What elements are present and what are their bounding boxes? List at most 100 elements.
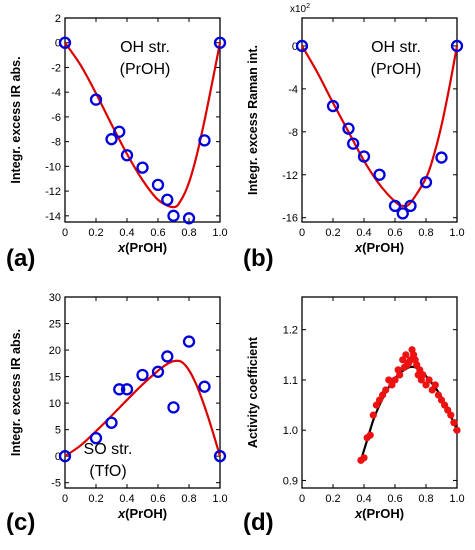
x-tick-label: 0.2: [325, 493, 340, 505]
data-point: [113, 125, 126, 138]
y-multiplier: x102: [290, 3, 310, 15]
data-point: [136, 368, 149, 382]
data-point: [198, 380, 211, 393]
x-tick-label: 0.4: [119, 227, 134, 239]
data-point: [404, 199, 417, 213]
fit-curve: [64, 359, 222, 458]
data-point: [402, 351, 410, 359]
data-point: [366, 431, 374, 439]
data-point: [167, 209, 180, 222]
data-point: [396, 207, 409, 220]
y-tick-label: 0: [55, 38, 61, 50]
chart-panel-1: 0 0.2 0.4 0.6 0.8 1.0 2 0 -2 -4 -6 -8 -10 -12 -14 Integ…: [6, 13, 228, 272]
y-axis-label: Activity coefficient: [246, 336, 260, 448]
data-point: [182, 212, 196, 225]
data-point: [360, 454, 368, 462]
data-point: [419, 176, 433, 189]
data-point: [58, 36, 72, 49]
x-axis-label: x(PrOH): [354, 240, 404, 255]
data-point: [89, 93, 103, 106]
data-point: [453, 426, 461, 434]
data-point: [382, 386, 390, 394]
data-point: [161, 193, 174, 206]
data-point: [295, 39, 309, 53]
data-point: [58, 450, 72, 463]
data-point: [105, 133, 118, 146]
x-tick-label: 0.6: [387, 227, 402, 239]
x-tick-label: 0.2: [88, 227, 103, 239]
x-tick-label: 0.4: [119, 493, 134, 505]
x-tick-label: 0.2: [325, 227, 340, 239]
x-tick-label: 0.4: [356, 227, 371, 239]
x-tick-label: 0: [299, 227, 305, 239]
data-point: [435, 151, 448, 164]
y-tick-label: 0.9: [283, 475, 298, 487]
x-tick-label: 0.6: [150, 227, 165, 239]
data-point: [447, 411, 455, 419]
chart-panel-2: 0 0.2 0.4 0.6 0.8 1.0 0 -4 -8 -12 -16 Integr. exces…: [243, 3, 465, 272]
data-point: [151, 178, 165, 192]
y-tick-label: 1.1: [283, 375, 298, 387]
data-point: [369, 411, 377, 419]
x-tick-label: 0.6: [150, 493, 165, 505]
data-point: [388, 199, 402, 213]
data-point: [136, 161, 149, 174]
y-axis-label: Integr. excess IR abs.: [9, 56, 23, 183]
plot-frame: [301, 296, 458, 489]
y-tick-label: 30: [49, 292, 61, 304]
x-tick-label: 1.0: [212, 227, 227, 239]
data-point: [151, 365, 165, 378]
y-tick-label: 25: [49, 319, 61, 331]
x-tick-label: 0.8: [181, 493, 196, 505]
data-point: [450, 39, 464, 53]
y-tick-label: -12: [45, 186, 61, 198]
y-tick-label: -5: [51, 478, 61, 490]
annotation-text: (PrOH): [120, 61, 171, 78]
x-tick-label: 0.8: [181, 227, 196, 239]
annotation-text: OH str.: [371, 39, 421, 56]
y-tick-label: 15: [49, 372, 61, 384]
data-point: [198, 134, 211, 147]
y-tick-label: -12: [282, 170, 298, 182]
y-tick-label: -14: [45, 211, 61, 223]
data-point: [450, 419, 458, 427]
plot-frame: [64, 17, 221, 223]
y-tick-label: 5: [55, 425, 61, 437]
data-point: [431, 381, 439, 389]
data-point: [346, 137, 360, 150]
data-point: [213, 450, 227, 463]
y-tick-label: -4: [288, 84, 298, 96]
y-tick-label: -4: [51, 87, 61, 99]
data-point: [357, 150, 371, 163]
data-point: [89, 431, 103, 445]
chart-panel-4: 0 0.2 0.4 0.6 0.8 1.0 0.9 1.0 1.1 1.2 Activity coe…: [243, 296, 465, 536]
x-tick-label: 1.0: [212, 493, 227, 505]
panel-label: (a): [6, 245, 35, 272]
x-tick-label: 0.8: [418, 493, 433, 505]
x-tick-label: 0: [299, 493, 305, 505]
y-tick-label: 1.2: [283, 325, 298, 337]
x-tick-label: 0.4: [356, 493, 371, 505]
annotation-text: (PrOH): [371, 61, 422, 78]
annotation-text: (TfO): [89, 463, 126, 480]
y-tick-label: -16: [282, 213, 298, 225]
data-point: [120, 383, 134, 396]
x-tick-label: 0.8: [418, 227, 433, 239]
x-tick-label: 0: [62, 227, 68, 239]
y-tick-label: -10: [45, 161, 61, 173]
data-point: [113, 383, 126, 396]
x-axis-label: x(PrOH): [354, 506, 404, 521]
data-point: [419, 371, 427, 379]
data-point: [120, 149, 134, 162]
data-point: [161, 350, 174, 363]
data-point: [391, 376, 399, 384]
annotation-text: SO str.: [84, 441, 133, 458]
annotation-text: OH str.: [120, 39, 170, 56]
data-point: [326, 99, 340, 113]
data-point: [342, 122, 355, 135]
y-tick-label: 2: [55, 13, 61, 25]
x-tick-label: 0: [62, 493, 68, 505]
y-tick-label: 10: [49, 398, 61, 410]
